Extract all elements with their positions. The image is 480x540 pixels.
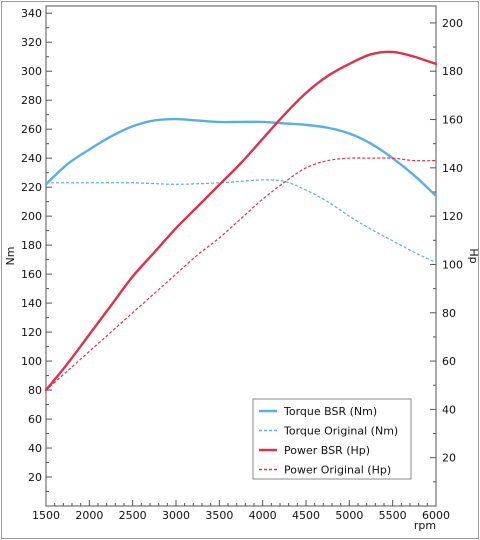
left-tick-label: 80 (28, 384, 42, 397)
legend-box (252, 398, 412, 480)
series-layer (44, 50, 438, 392)
legend: Torque BSR (Nm) Torque Original (Nm) Power… (252, 398, 412, 480)
left-y-axis-title: Nm (4, 247, 17, 266)
left-tick-label: 340 (21, 7, 42, 20)
right-tick-label: 100 (442, 258, 463, 271)
left-tick-label: 60 (28, 413, 42, 426)
x-tick-label: 1500 (32, 509, 60, 522)
series-line-2 (45, 179, 437, 264)
x-tick-label: 3000 (162, 509, 190, 522)
x-tick-label: 5500 (379, 509, 407, 522)
left-tick-label: 260 (21, 123, 42, 136)
left-tick-label: 120 (21, 326, 42, 339)
legend-label-4: Power Original (Hp) (284, 464, 391, 477)
right-tick-label: 140 (442, 162, 463, 175)
left-tick-label: 40 (28, 442, 42, 455)
right-tick-label: 20 (442, 452, 456, 465)
right-y-axis-title: Hp (467, 248, 480, 263)
left-tick-label: 100 (21, 355, 42, 368)
x-tick-label: 2000 (75, 509, 103, 522)
left-tick-label: 320 (21, 36, 42, 49)
left-tick-label: 220 (21, 181, 42, 194)
x-tick-label: 4000 (249, 509, 277, 522)
left-tick-label: 140 (21, 297, 42, 310)
x-tick-label: 2500 (119, 509, 147, 522)
right-tick-label: 60 (442, 355, 456, 368)
left-y-axis: 20 40 60 80 100 120 140 160 180 200 220 240 260 280 30… (21, 7, 52, 493)
legend-label-1: Torque BSR (Nm) (283, 405, 377, 418)
left-tick-label: 300 (21, 65, 42, 78)
left-tick-label: 160 (21, 268, 42, 281)
right-y-axis: 20 40 60 80 100 120 140 160 180 200 (430, 17, 463, 483)
right-tick-label: 120 (442, 210, 463, 223)
legend-label-2: Torque Original (Nm) (283, 425, 398, 438)
right-tick-label: 160 (442, 114, 463, 127)
x-axis-title: rpm (414, 519, 436, 532)
right-tick-label: 180 (442, 65, 463, 78)
left-tick-label: 20 (28, 471, 42, 484)
left-tick-label: 180 (21, 239, 42, 252)
series-line-4 (45, 157, 437, 391)
series-line-1 (44, 117, 438, 198)
x-tick-label: 6000 (422, 509, 450, 522)
left-tick-label: 280 (21, 94, 42, 107)
right-tick-label: 80 (442, 307, 456, 320)
x-tick-label: 4500 (292, 509, 320, 522)
x-axis: 1500 2000 2500 3000 3500 4000 4500 5000 5500 6000 (32, 500, 450, 522)
left-tick-label: 240 (21, 152, 42, 165)
right-tick-label: 200 (442, 17, 463, 30)
x-tick-label: 3500 (205, 509, 233, 522)
right-tick-label: 40 (442, 403, 456, 416)
x-tick-label: 5000 (335, 509, 363, 522)
left-tick-label: 200 (21, 210, 42, 223)
legend-label-3: Power BSR (Hp) (284, 444, 370, 457)
series-line-3 (44, 50, 438, 392)
